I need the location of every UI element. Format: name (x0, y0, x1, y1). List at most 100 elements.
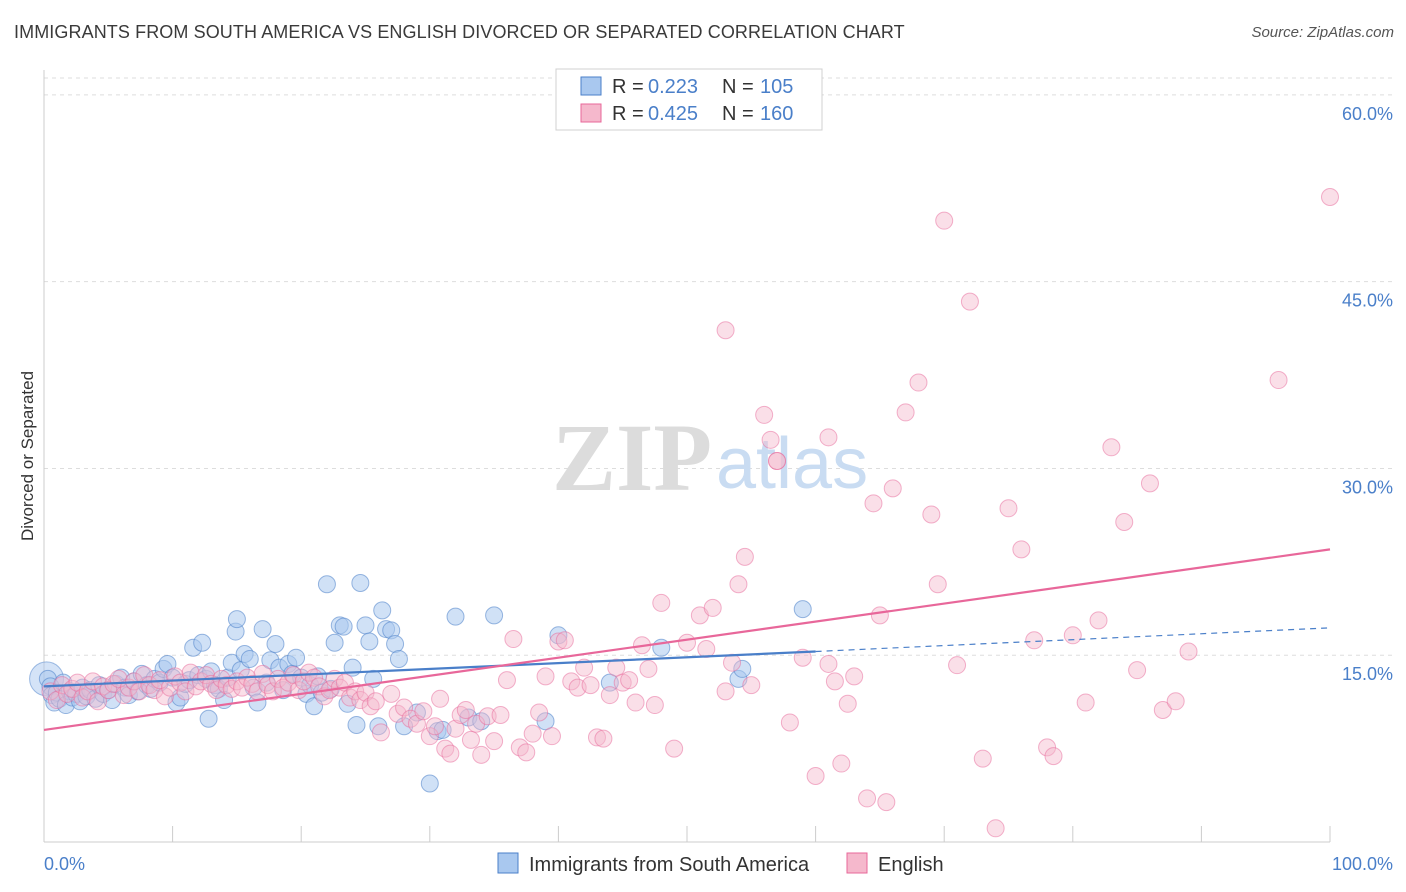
data-point-english (366, 692, 385, 711)
data-point-english (542, 727, 561, 746)
data-point-immigrants (253, 620, 272, 639)
data-point-english (697, 640, 716, 658)
data-point-english (1115, 512, 1134, 531)
data-point-immigrants (446, 607, 465, 626)
data-point-english (1179, 642, 1198, 661)
data-point-immigrants (733, 659, 752, 678)
data-point-immigrants (386, 635, 405, 654)
data-point-english (768, 451, 787, 470)
data-point-english (607, 658, 626, 677)
data-point-english (838, 694, 857, 713)
data-point-english (325, 669, 344, 688)
data-point-english (395, 698, 414, 717)
data-point-english (497, 671, 516, 690)
data-point-immigrants (793, 600, 812, 619)
data-point-english (233, 678, 252, 697)
data-point-immigrants (199, 709, 218, 728)
data-point-english (1044, 747, 1063, 766)
data-point-english (575, 658, 594, 677)
data-point-english (1321, 188, 1339, 207)
data-point-english (382, 684, 401, 703)
data-point-english (652, 593, 671, 612)
data-point-immigrants (240, 649, 259, 668)
data-point-immigrants (227, 610, 246, 629)
data-point-english (1140, 474, 1159, 493)
data-point-english (155, 687, 174, 706)
bottom-legend-swatch-blue (497, 852, 519, 874)
bottom-legend: Immigrants from South America English (497, 852, 944, 876)
data-point-english (441, 744, 460, 763)
data-point-english (446, 719, 465, 738)
data-point-immigrants (351, 574, 370, 593)
trend-line-immigrants (43, 650, 816, 688)
data-point-english (742, 676, 761, 695)
data-point-english (806, 767, 825, 786)
legend-r-value-1: 0.223 (648, 76, 698, 98)
data-point-english (555, 631, 574, 650)
data-point-english (761, 430, 780, 449)
data-point-english (819, 428, 838, 447)
data-point-immigrants (356, 616, 375, 635)
data-point-english (361, 697, 380, 716)
data-point-english (626, 693, 645, 712)
chart-title: IMMIGRANTS FROM SOUTH AMERICA VS ENGLISH… (14, 22, 905, 42)
data-point-english (491, 705, 510, 724)
data-point-english (425, 717, 444, 736)
data-point-english (620, 671, 639, 690)
data-point-immigrants (389, 649, 408, 668)
data-point-immigrants (420, 774, 439, 793)
data-point-english (414, 702, 433, 721)
data-point-english (530, 703, 549, 722)
data-point-english (877, 793, 896, 812)
y-tick-label: 30.0% (1342, 477, 1393, 497)
trend-lines (43, 548, 1331, 732)
data-point-english (436, 739, 455, 758)
data-point-english (639, 659, 658, 678)
data-point-english (504, 630, 523, 649)
trend-line-english (43, 548, 1331, 732)
y-tick-label: 60.0% (1342, 104, 1393, 124)
legend-r-value-2: 0.425 (648, 103, 698, 125)
data-point-immigrants (600, 673, 619, 692)
series-english-points (41, 188, 1339, 838)
data-point-english (896, 403, 915, 422)
data-point-immigrants (360, 632, 379, 651)
data-point-english (420, 727, 439, 746)
data-point-english (83, 672, 102, 691)
trend-line-immigrants-extension (815, 627, 1331, 653)
data-point-english (587, 728, 606, 747)
data-point-english (716, 321, 735, 340)
data-point-immigrants (193, 633, 212, 652)
data-point-english (536, 667, 555, 686)
data-point-english (371, 723, 390, 742)
data-point-english (735, 547, 754, 566)
x-tick-marks (43, 826, 1331, 842)
data-point-english (825, 672, 844, 691)
data-point-english (755, 405, 774, 424)
data-point-english (703, 598, 722, 617)
data-point-english (1102, 438, 1121, 457)
watermark: ZIP atlas (552, 404, 868, 511)
watermark-atlas: atlas (716, 424, 868, 504)
legend-r-label-2: R = (612, 103, 644, 125)
data-point-english (600, 686, 619, 705)
data-point-immigrants (373, 601, 392, 620)
data-point-english (207, 681, 226, 700)
data-point-english (928, 575, 947, 594)
legend-n-label-2: N = (722, 103, 754, 125)
data-point-english (678, 633, 696, 652)
data-point-immigrants (317, 575, 336, 594)
data-point-english (299, 663, 318, 682)
data-point-immigrants (325, 633, 344, 652)
data-point-immigrants (287, 648, 306, 667)
data-point-english (729, 575, 748, 594)
data-point-english (883, 479, 902, 498)
data-point-english (665, 739, 684, 758)
data-point-english (1128, 661, 1147, 680)
data-point-english (999, 499, 1018, 518)
data-point-english (161, 678, 180, 697)
legend-n-label-1: N = (722, 76, 754, 98)
data-point-english (819, 654, 838, 673)
bottom-legend-swatch-pink (846, 852, 868, 874)
